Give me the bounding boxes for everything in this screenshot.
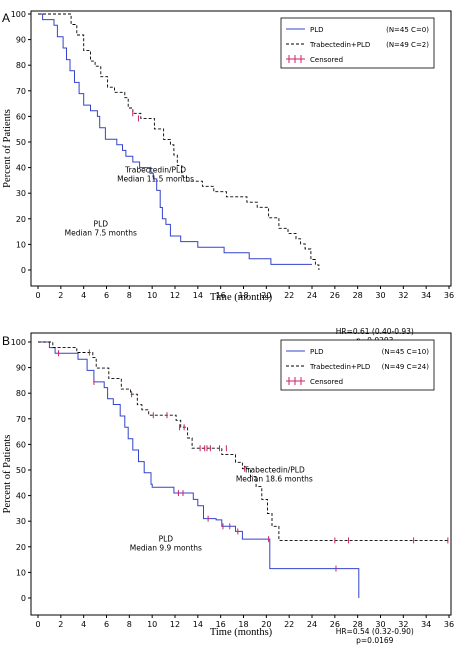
x-tick-label: 10 — [147, 291, 157, 300]
x-tick-label: 14 — [193, 291, 203, 300]
x-tick-label: 4 — [81, 620, 86, 629]
legend-stats: (N=45 C=0) — [386, 26, 429, 34]
legend-label: Censored — [310, 378, 343, 386]
series-line-trabectedin-pld — [38, 341, 449, 541]
y-tick-label: 80 — [16, 61, 26, 70]
y-tick-label: 0 — [21, 266, 26, 275]
legend-box — [280, 17, 435, 69]
x-tick-label: 2 — [58, 620, 63, 629]
x-tick-label: 34 — [421, 291, 431, 300]
x-axis-label: Time (months) — [210, 292, 273, 303]
x-tick-label: 14 — [193, 620, 203, 629]
annotation-text: Median 9.9 months — [130, 544, 202, 553]
y-tick-label: 40 — [16, 164, 26, 173]
y-tick-label: 30 — [16, 517, 26, 526]
x-tick-label: 8 — [127, 291, 132, 300]
x-tick-label: 26 — [330, 291, 340, 300]
x-tick-label: 34 — [421, 620, 431, 629]
y-tick-label: 10 — [16, 240, 26, 249]
annotation-text: HR=0.54 (0.32-0.90) — [336, 627, 414, 636]
plot-frame — [30, 10, 452, 287]
x-tick-label: 24 — [307, 291, 317, 300]
plot-frame — [30, 332, 452, 616]
y-tick-label: 40 — [16, 492, 26, 501]
x-tick-label: 16 — [216, 620, 226, 629]
annotation-text: Median 7.5 months — [65, 228, 137, 237]
y-tick-label: 90 — [16, 364, 26, 373]
series-line-pld — [38, 13, 312, 265]
x-tick-label: 18 — [238, 620, 248, 629]
x-axis-label: Time (months) — [210, 627, 273, 638]
x-tick-label: 26 — [330, 620, 340, 629]
annotation-text: Trabectedin/PLD — [124, 166, 186, 175]
x-tick-label: 12 — [170, 620, 180, 629]
annotation-text: Trabectedin/PLD — [243, 466, 305, 475]
legend-stats: (N=45 C=10) — [382, 348, 430, 356]
y-tick-label: 100 — [11, 10, 26, 19]
x-tick-label: 6 — [104, 620, 109, 629]
y-tick-label: 70 — [16, 87, 26, 96]
x-tick-label: 30 — [375, 620, 385, 629]
x-tick-label: 36 — [444, 291, 454, 300]
y-axis-label: Percent of Patients — [2, 109, 13, 188]
panel-label: A — [2, 11, 10, 25]
x-tick-label: 0 — [35, 620, 40, 629]
annotation-text: Median 11.5 months — [117, 175, 194, 184]
annotation-text: PLD — [94, 219, 109, 228]
x-tick-label: 28 — [353, 620, 363, 629]
annotation-text: Median 18.6 months — [236, 475, 313, 484]
y-tick-label: 50 — [16, 138, 26, 147]
y-tick-label: 90 — [16, 36, 26, 45]
x-tick-label: 0 — [35, 291, 40, 300]
x-tick-label: 2 — [58, 291, 63, 300]
x-tick-label: 18 — [238, 291, 248, 300]
y-tick-label: 50 — [16, 466, 26, 475]
annotation-text: PLD — [159, 535, 174, 544]
legend-label: Trabectedin+PLD — [309, 363, 370, 371]
y-tick-label: 20 — [16, 543, 26, 552]
x-tick-label: 12 — [170, 291, 180, 300]
legend-label: Trabectedin+PLD — [309, 41, 370, 49]
legend-label: PLD — [310, 348, 324, 356]
x-tick-label: 4 — [81, 291, 86, 300]
y-tick-label: 70 — [16, 415, 26, 424]
y-tick-label: 80 — [16, 389, 26, 398]
legend-stats: (N=49 C=24) — [382, 363, 430, 371]
x-tick-label: 20 — [261, 620, 271, 629]
y-axis-label: Percent of Patients — [2, 435, 13, 514]
series-line-pld — [38, 341, 360, 598]
x-tick-label: 8 — [127, 620, 132, 629]
legend-box — [280, 339, 435, 391]
series-line-trabectedin-pld — [38, 13, 320, 270]
y-tick-label: 10 — [16, 568, 26, 577]
x-tick-label: 28 — [353, 291, 363, 300]
annotation-text: p=0.0169 — [356, 636, 394, 645]
y-tick-label: 100 — [11, 338, 26, 347]
x-tick-label: 22 — [284, 620, 294, 629]
legend-label: PLD — [310, 26, 324, 34]
y-tick-label: 60 — [16, 440, 26, 449]
y-tick-label: 20 — [16, 215, 26, 224]
annotation-text: HR=0.61 (0.40-0.93) — [336, 327, 414, 336]
x-tick-label: 10 — [147, 620, 157, 629]
x-tick-label: 20 — [261, 291, 271, 300]
x-tick-label: 30 — [375, 291, 385, 300]
x-tick-label: 24 — [307, 620, 317, 629]
x-tick-label: 22 — [284, 291, 294, 300]
x-tick-label: 16 — [216, 291, 226, 300]
legend-stats: (N=49 C=2) — [386, 41, 429, 49]
x-tick-label: 32 — [398, 291, 408, 300]
x-tick-label: 36 — [444, 620, 454, 629]
legend-label: Censored — [310, 56, 343, 64]
y-tick-label: 60 — [16, 112, 26, 121]
y-tick-label: 0 — [21, 594, 26, 603]
panel-label: B — [2, 334, 10, 348]
y-tick-label: 30 — [16, 189, 26, 198]
x-tick-label: 32 — [398, 620, 408, 629]
x-tick-label: 6 — [104, 291, 109, 300]
